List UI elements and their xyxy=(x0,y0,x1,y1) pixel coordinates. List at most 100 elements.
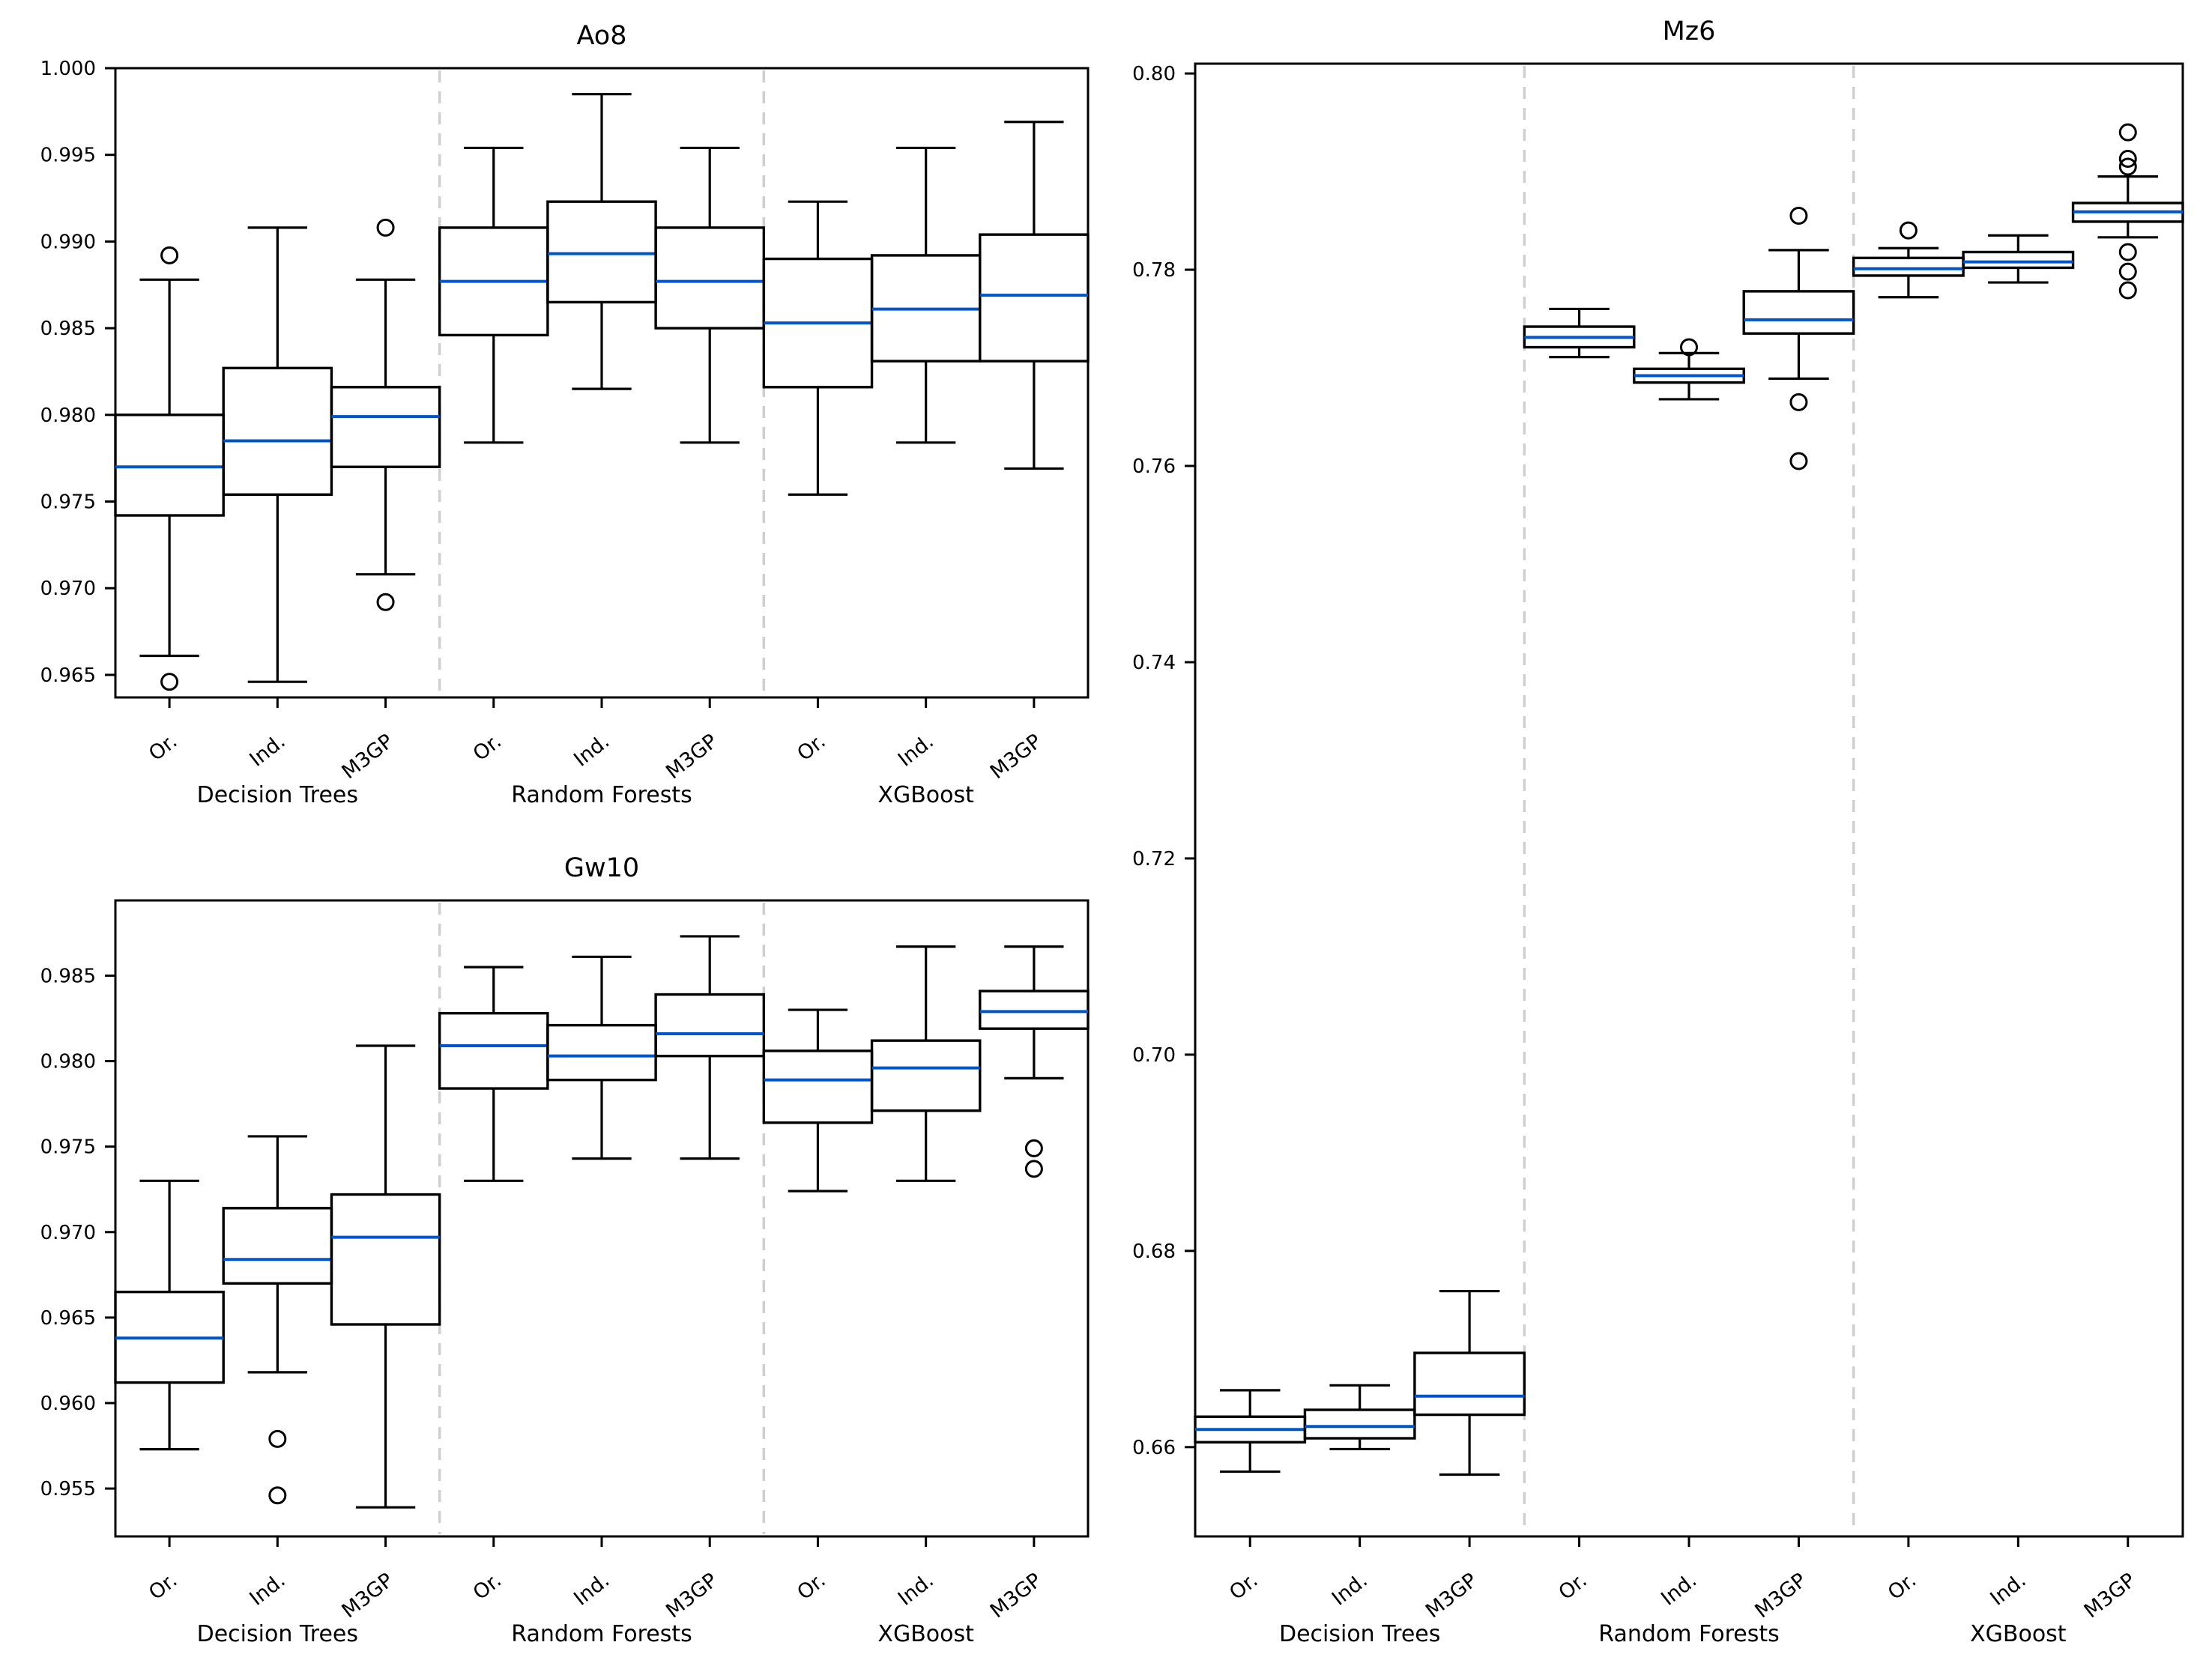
ao8-ytick-label: 0.985 xyxy=(40,318,96,340)
gw10-xtick-label-ind: Ind. xyxy=(569,1569,614,1611)
gw10-box-decision-trees-ind-outlier xyxy=(268,1486,287,1505)
gw10-box-random-forests-ind xyxy=(546,955,657,1160)
mz6-box-xgboost-ind xyxy=(1962,234,2075,284)
ao8-box-random-forests-ind xyxy=(546,93,657,390)
ao8-ytick-label: 1.000 xyxy=(40,58,96,80)
ao8-box-random-forests-or xyxy=(438,146,549,444)
ao8-box-decision-trees-ind-iqr-box xyxy=(222,366,333,496)
gw10-xtick-label-m3gp: M3GP xyxy=(338,1569,398,1623)
gw10-ytick-label: 0.980 xyxy=(40,1051,96,1073)
mz6-box-xgboost-ind-iqr-box xyxy=(1962,250,2075,270)
mz6-axes-frame xyxy=(1194,62,2184,1538)
mz6-box-xgboost-m3gp xyxy=(2071,123,2184,300)
gw10-box-xgboost-m3gp xyxy=(979,945,1090,1178)
gw10-xtick-label-or: Or. xyxy=(793,1569,830,1605)
mz6-box-random-forests-m3gp xyxy=(1742,207,1855,470)
ao8-box-decision-trees-m3gp-outlier xyxy=(376,593,395,611)
ao8-xtick-label-m3gp: M3GP xyxy=(338,730,398,784)
mz6-group-label-random-forests: Random Forests xyxy=(1598,1621,1779,1647)
gw10-box-random-forests-m3gp xyxy=(654,935,766,1160)
mz6-ytick-label: 0.80 xyxy=(1132,63,1176,85)
gw10-box-random-forests-or-iqr-box xyxy=(438,1011,549,1090)
gw10-box-decision-trees-m3gp-iqr-box xyxy=(330,1193,441,1326)
mz6-xtick-label-or: Or. xyxy=(1884,1569,1921,1605)
mz6-box-random-forests-or xyxy=(1523,307,1636,359)
ao8-xtick-label-m3gp: M3GP xyxy=(662,730,722,784)
gw10-xtick-label-or: Or. xyxy=(145,1569,181,1605)
gw10-box-decision-trees-m3gp xyxy=(330,1044,441,1509)
gw10-box-xgboost-ind-iqr-box xyxy=(870,1039,982,1112)
ao8-xtick-label-or: Or. xyxy=(793,730,830,766)
chart-title-ao8: Ao8 xyxy=(576,21,626,51)
ao8-box-xgboost-m3gp xyxy=(979,121,1090,470)
ao8-box-decision-trees-or xyxy=(114,246,225,691)
mz6-box-decision-trees-or xyxy=(1194,1389,1307,1473)
mz6-box-xgboost-or-iqr-box xyxy=(1852,256,1965,277)
gw10-box-xgboost-ind xyxy=(870,945,982,1182)
mz6-box-xgboost-or-outlier xyxy=(1899,221,1918,240)
ao8-xtick-label-ind: Ind. xyxy=(246,730,290,772)
ao8-ytick-label: 0.965 xyxy=(40,664,96,687)
mz6-group-label-decision-trees: Decision Trees xyxy=(1279,1621,1440,1647)
gw10-box-decision-trees-ind xyxy=(222,1135,333,1505)
gw10-axes-frame xyxy=(114,899,1090,1538)
mz6-ytick-label: 0.76 xyxy=(1132,455,1176,478)
mz6-box-random-forests-m3gp-outlier xyxy=(1789,207,1808,225)
gw10-box-random-forests-m3gp-iqr-box xyxy=(654,993,766,1058)
gw10-ytick-label: 0.955 xyxy=(40,1478,96,1500)
gw10-box-xgboost-or xyxy=(762,1008,874,1193)
gw10-ytick-label: 0.975 xyxy=(40,1136,96,1159)
mz6-box-xgboost-or xyxy=(1852,221,1965,299)
ao8-group-label-random-forests: Random Forests xyxy=(511,782,692,808)
mz6-xtick-label-ind: Ind. xyxy=(1328,1569,1372,1611)
ao8-axes-frame xyxy=(114,67,1090,699)
mz6-box-xgboost-m3gp-outlier xyxy=(2118,243,2137,261)
gw10-xtick-label-m3gp: M3GP xyxy=(986,1569,1046,1623)
mz6-xtick-label-ind: Ind. xyxy=(1657,1569,1701,1611)
mz6-xtick-label-m3gp: M3GP xyxy=(1750,1569,1810,1623)
ao8-box-random-forests-m3gp xyxy=(654,146,766,444)
gw10-box-xgboost-or-iqr-box xyxy=(762,1049,874,1124)
chart-title-gw10: Gw10 xyxy=(564,853,639,883)
gw10-ytick-label: 0.965 xyxy=(40,1307,96,1330)
mz6-box-random-forests-ind-outlier xyxy=(1680,338,1698,357)
ao8-box-decision-trees-m3gp xyxy=(330,218,441,611)
mz6-ytick-label: 0.66 xyxy=(1132,1437,1176,1459)
ao8-box-random-forests-m3gp-iqr-box xyxy=(654,226,766,330)
ao8-box-xgboost-m3gp-iqr-box xyxy=(979,233,1090,363)
gw10-box-decision-trees-or xyxy=(114,1179,225,1451)
mz6-xtick-label-ind: Ind. xyxy=(1986,1569,2031,1611)
chart-mz6: 0.66 0.68 0.70 0.72 0.74 0.76 0.78 0.80 Or. Ind. M… xyxy=(1132,62,2184,1647)
ao8-ytick-label: 0.975 xyxy=(40,491,96,514)
mz6-box-xgboost-m3gp-outlier xyxy=(2118,157,2137,176)
ao8-box-random-forests-ind-iqr-box xyxy=(546,200,657,304)
ao8-xtick-label-ind: Ind. xyxy=(569,730,614,772)
mz6-box-random-forests-m3gp-outlier xyxy=(1789,393,1808,411)
mz6-xtick-label-or: Or. xyxy=(1225,1569,1262,1605)
mz6-group-label-xgboost: XGBoost xyxy=(1970,1621,2067,1647)
mz6-ytick-label: 0.68 xyxy=(1132,1241,1176,1263)
ao8-ytick-label: 0.995 xyxy=(40,145,96,167)
gw10-box-xgboost-m3gp-outlier xyxy=(1024,1139,1043,1157)
ao8-group-label-xgboost: XGBoost xyxy=(877,782,974,808)
gw10-ytick-label: 0.960 xyxy=(40,1393,96,1415)
mz6-box-random-forests-m3gp-iqr-box xyxy=(1742,290,1855,335)
gw10-group-label-random-forests: Random Forests xyxy=(511,1621,692,1647)
mz6-box-decision-trees-m3gp xyxy=(1413,1289,1526,1476)
gw10-group-label-xgboost: XGBoost xyxy=(877,1621,974,1647)
gw10-ytick-label: 0.985 xyxy=(40,965,96,987)
mz6-box-xgboost-m3gp-outlier xyxy=(2118,150,2137,169)
gw10-box-decision-trees-ind-outlier xyxy=(268,1429,287,1448)
chart-gw10: 0.955 0.960 0.965 0.970 0.975 0.980 0.985 Or. In… xyxy=(40,899,1090,1647)
mz6-box-decision-trees-ind-iqr-box xyxy=(1303,1408,1416,1440)
gw10-box-random-forests-ind-iqr-box xyxy=(546,1023,657,1082)
ao8-xtick-label-or: Or. xyxy=(145,730,181,766)
mz6-box-xgboost-m3gp-outlier xyxy=(2118,281,2137,300)
mz6-box-xgboost-m3gp-outlier xyxy=(2118,262,2137,281)
ao8-box-decision-trees-or-outlier xyxy=(160,246,179,264)
chart-title-mz6: Mz6 xyxy=(1663,16,1716,46)
gw10-xtick-label-or: Or. xyxy=(469,1569,506,1605)
mz6-box-random-forests-m3gp-outlier xyxy=(1789,452,1808,470)
ao8-box-decision-trees-or-iqr-box xyxy=(114,414,225,517)
